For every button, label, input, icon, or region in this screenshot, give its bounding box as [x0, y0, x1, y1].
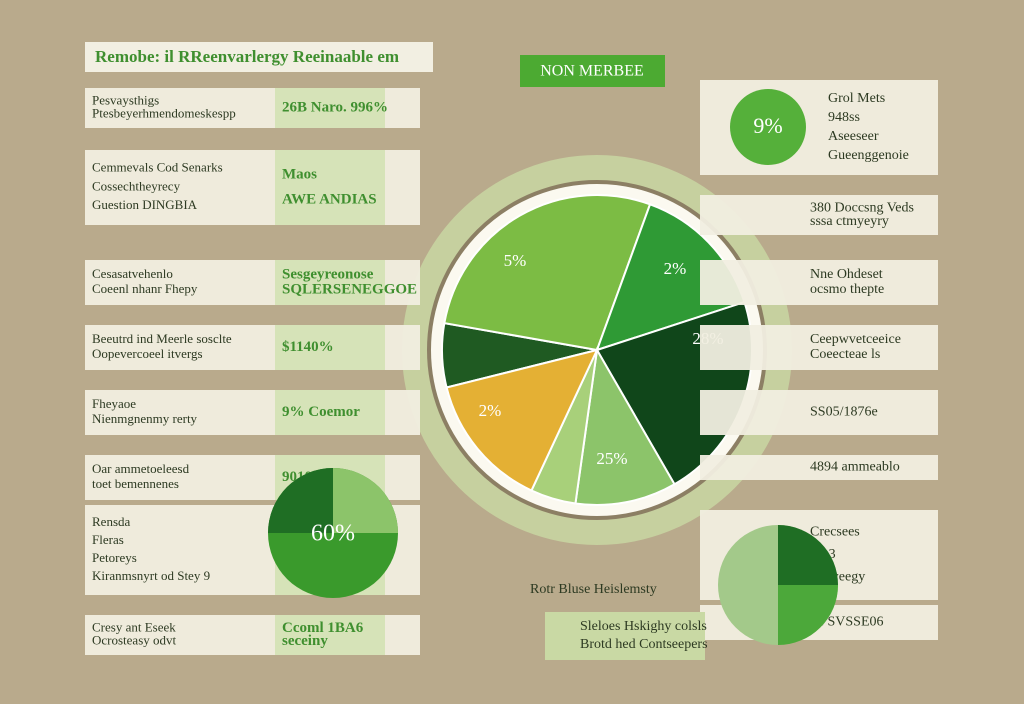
panel-text: Rensda: [92, 514, 131, 529]
panel-value: SQLERSENEGGOE: [282, 281, 417, 297]
center-pie: 5%2%28%25%2%: [441, 194, 753, 506]
panel-text: 380 Doccsng Veds: [810, 201, 914, 216]
bottom-text: Rotr Bluse Heislemsty: [530, 582, 657, 597]
pie-slice: [443, 194, 652, 352]
panel-text: Aseeseer: [828, 129, 879, 144]
panel-text: Se SVSSE06: [810, 615, 884, 630]
right-pie-slice: [778, 525, 838, 585]
panel-text: Fleras: [92, 532, 124, 547]
panel-text: toet bemennenes: [92, 476, 179, 491]
bottom-text: Sleloes Hskighy colsls: [580, 619, 707, 634]
panel-text: Beeutrd ind Meerle sosclte: [92, 331, 232, 346]
panel-text: Cossechtheyrecy: [92, 178, 181, 193]
panel-text: Pesvaysthigs: [92, 92, 159, 107]
panel-text: 948ss: [828, 110, 860, 125]
pie-slice: [445, 348, 599, 492]
panel-text: Petoreys: [92, 550, 137, 565]
panel-text: Guestion DINGBIA: [92, 197, 198, 212]
panel-text: ocsmo thepte: [810, 282, 884, 297]
right-badge-circle: [730, 89, 806, 165]
panel-text: Fheyaoe: [92, 396, 136, 411]
panel-text: Ptesbeyerhmendomeskespp: [92, 106, 236, 121]
left-panel-accent: [275, 390, 385, 435]
title-banner: [85, 42, 433, 72]
panel-text: Cemmevals Cod Senarks: [92, 160, 223, 175]
panel-text: Ceepwvetceeice: [810, 332, 901, 347]
pie-slice: [574, 346, 676, 506]
panel-value: 9% Coemor: [282, 404, 360, 420]
panel-text: Coeecteae ls: [810, 347, 880, 362]
panel-text: Cesasatvehenlo: [92, 266, 173, 281]
panel-text: Nienmgnenmy rerty: [92, 411, 198, 426]
pie-label: 5%: [504, 251, 527, 270]
right-pie-slice: [778, 585, 838, 645]
small-pie-slice: [268, 468, 333, 533]
left-panel-accent: [275, 88, 385, 128]
pie-label: 2%: [664, 259, 687, 278]
panel-text: Kiranmsnyrt od Stey 9: [92, 568, 210, 583]
panel-text: Cresy ant Eseek: [92, 619, 176, 634]
panel-value: AWE ANDIAS: [282, 191, 377, 207]
right-panel: [700, 455, 938, 480]
right-panel: [700, 195, 938, 235]
right-panel: [700, 390, 938, 435]
panel-text: Gueenggenoie: [828, 148, 909, 163]
panel-text: Ocrosteasy odvt: [92, 633, 177, 648]
badge: NON MERBEE: [540, 63, 644, 80]
panel-value: seceiny: [282, 633, 328, 649]
pie-label: 2%: [479, 401, 502, 420]
panel-text: Nne Ohdeset: [810, 267, 883, 282]
panel-text: Grol Mets: [828, 91, 885, 106]
panel-text: sssa ctmyeyry: [810, 214, 889, 229]
bottom-box: [545, 612, 705, 660]
left-panel-accent: [275, 615, 385, 655]
panel-value: $1140%: [282, 339, 334, 355]
right-badge: 9%: [753, 113, 782, 138]
panel-text: Crecsees: [810, 525, 860, 540]
small-pie-label: 60%: [311, 521, 355, 547]
panel-text: 4894 ammeablo: [810, 460, 900, 475]
left-panel-accent: [275, 325, 385, 370]
panel-value: 26B Naro. 996%: [282, 99, 388, 115]
panel-text: Oar ammetoeleesd: [92, 461, 190, 476]
title: Remobe: il RReenvarlergy Reeinaable em: [95, 47, 399, 66]
small-pie-slice: [333, 468, 398, 533]
right-panel: [700, 260, 938, 305]
pie-label: 25%: [596, 449, 627, 468]
bottom-text: Brotd hed Contseepers: [580, 637, 708, 652]
panel-text: Oopevercoeel itvergs: [92, 346, 203, 361]
panel-text: Coeenl nhanr Fhepy: [92, 281, 198, 296]
right-panel: [700, 325, 938, 370]
panel-value: Sesgeyreonose: [282, 266, 374, 282]
left-panel-accent: [275, 260, 385, 305]
badge-box: [520, 55, 665, 87]
panel-value: Maos: [282, 166, 317, 182]
panel-text: SS05/1876e: [810, 405, 878, 420]
left-panel-accent: [275, 150, 385, 225]
panel-value: Ccoml 1BA6: [282, 620, 364, 636]
